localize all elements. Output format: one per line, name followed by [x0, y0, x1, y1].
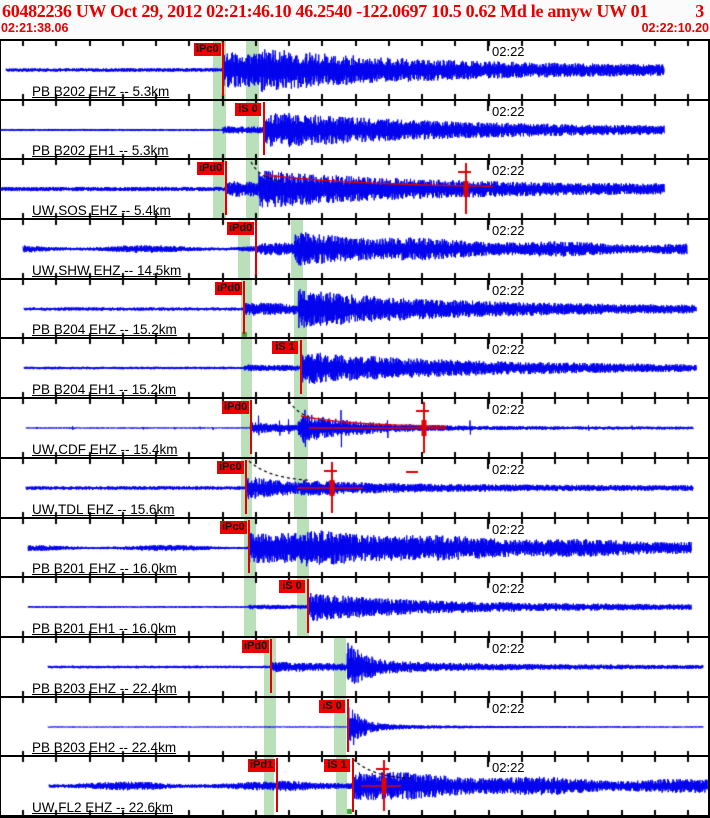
trace-panel-13: iPd1 iS 1 02:22 UW FL2 EHZ -- 22.6km	[1, 755, 708, 818]
trace-panel-1: iPc0 02:22 PB B202 EHZ -- 5.3km	[1, 39, 708, 99]
pick-flag-ipd0[interactable]: iPd0	[197, 162, 225, 176]
trace-panel-11: iPd0 02:22 PB B203 EHZ -- 22.4km	[1, 635, 708, 696]
pick-line-ipd0[interactable]	[255, 221, 257, 275]
seismogram-waveform[interactable]	[1, 279, 708, 338]
pick-line-ipd1[interactable]	[276, 758, 278, 812]
pick-flag-is-0[interactable]: iS 0	[235, 102, 261, 116]
trace-panel-5: iPd0 02:22 PB B204 EHZ -- 15.2km	[1, 277, 708, 338]
station-channel-label: PB B202 EHZ -- 5.3km	[32, 83, 170, 99]
pick-line-ipd0[interactable]	[250, 400, 252, 454]
pick-line-ipc0[interactable]	[248, 519, 250, 574]
minute-tick-label: 02:22	[492, 342, 525, 358]
trace-panel-9: iPc0 02:22 PB B201 EHZ -- 16.0km	[1, 516, 708, 577]
station-channel-label: PB B202 EH1 -- 5.3km	[32, 143, 169, 159]
seismogram-waveform[interactable]	[1, 41, 708, 99]
station-channel-label: UW FL2 EHZ -- 22.6km	[32, 799, 174, 815]
pick-flag-is-0[interactable]: iS 0	[319, 699, 345, 713]
time-window-bar: 02:21:38.06 02:22:10.20	[0, 22, 710, 39]
station-channel-label: PB B203 EHZ -- 22.4km	[32, 680, 177, 696]
pick-flag-is-1[interactable]: iS 1	[272, 341, 298, 355]
pick-line-ipd0[interactable]	[225, 161, 227, 216]
minute-tick-label: 02:22	[492, 163, 525, 179]
trace-panel-3: iPd0 02:22 UW SOS EHZ -- 5.4km	[1, 158, 708, 219]
window-end-time: 02:22:10.20	[641, 21, 709, 35]
trace-panel-6: iS 1 02:22 PB B204 EH1 -- 15.2km	[1, 337, 708, 398]
pick-flag-ipd0[interactable]: iPd0	[222, 401, 250, 415]
seismogram-waveform[interactable]	[1, 399, 708, 457]
minute-tick-label: 02:22	[492, 282, 525, 298]
minute-tick-label: 02:22	[492, 521, 525, 537]
event-title-bar: 60482236 UW Oct 29, 2012 02:21:46.10 46.…	[0, 0, 710, 22]
pick-line-ipd0[interactable]	[243, 280, 245, 335]
station-channel-label: UW CDF EHZ -- 15.4km	[32, 441, 178, 457]
window-start-time: 02:21:38.06	[1, 21, 69, 35]
pick-flag-ipc0[interactable]: iPc0	[220, 520, 247, 534]
minute-tick-label: 02:22	[492, 103, 525, 119]
station-channel-label: PB B203 EH2 -- 22.4km	[32, 740, 177, 756]
station-channel-label: PB B201 EHZ -- 16.0km	[32, 561, 177, 577]
pick-flag-ipd0[interactable]: iPd0	[242, 639, 270, 653]
seismogram-waveform[interactable]	[1, 637, 708, 696]
minute-tick-label: 02:22	[492, 700, 525, 716]
minute-tick-label: 02:22	[492, 223, 525, 239]
event-summary: 60482236 UW Oct 29, 2012 02:21:46.10 46.…	[2, 0, 648, 21]
pick-flag-is-0[interactable]: iS 0	[279, 580, 305, 594]
seismogram-waveform[interactable]	[1, 339, 708, 398]
pick-line-ipc0[interactable]	[222, 42, 224, 96]
minute-tick-label: 02:22	[492, 461, 525, 477]
station-channel-label: UW SHW EHZ -- 14.5km	[32, 262, 182, 278]
seismogram-waveform[interactable]	[1, 160, 708, 219]
pick-line-is-1[interactable]	[352, 758, 354, 812]
pick-flag-ipc0[interactable]: iPc0	[194, 43, 221, 56]
station-channel-label: PB B204 EH1 -- 15.2km	[32, 382, 177, 398]
pick-line-is-1[interactable]	[300, 340, 302, 395]
minute-tick-label: 02:22	[492, 760, 525, 776]
pick-line-is-0[interactable]	[263, 101, 265, 156]
pick-line-is-0[interactable]	[307, 579, 309, 633]
station-channel-label: UW TDL EHZ -- 15.6km	[32, 501, 175, 517]
trace-panel-7: iPd0 02:22 UW CDF EHZ -- 15.4km	[1, 397, 708, 457]
seismogram-waveform[interactable]	[1, 458, 708, 517]
pick-line-is-0[interactable]	[347, 698, 349, 753]
pick-flag-ipd1[interactable]: iPd1	[248, 759, 276, 773]
trace-panel-2: iS 0 02:22 PB B202 EH1 -- 5.3km	[1, 98, 708, 159]
pick-flag-ipc0[interactable]: iPc0	[217, 460, 244, 474]
pick-flag-ipd0[interactable]: iPd0	[227, 222, 255, 236]
seismogram-waveform[interactable]	[1, 518, 708, 577]
trace-panel-8: iPc0 02:22 UW TDL EHZ -- 15.6km	[1, 456, 708, 517]
seismogram-waveform[interactable]	[1, 100, 708, 159]
seismogram-waveform[interactable]	[1, 220, 708, 278]
minute-tick-label: 02:22	[492, 402, 525, 418]
station-channel-label: PB B201 EH1 -- 16.0km	[32, 620, 177, 636]
trace-panel-4: iPd0 02:22 UW SHW EHZ -- 14.5km	[1, 218, 708, 278]
minute-tick-label: 02:22	[492, 581, 525, 597]
pick-line-ipc0[interactable]	[245, 459, 247, 514]
pick-line-ipd0[interactable]	[270, 638, 272, 693]
station-channel-label: UW SOS EHZ -- 5.4km	[32, 203, 171, 219]
seismogram-waveform[interactable]	[1, 578, 708, 636]
trace-panel-10: iS 0 02:22 PB B201 EH1 -- 16.0km	[1, 576, 708, 636]
minute-tick-label: 02:22	[492, 44, 525, 59]
station-channel-label: PB B204 EHZ -- 15.2km	[32, 322, 177, 338]
event-flag-count: 3	[695, 0, 704, 21]
seismogram-waveform[interactable]	[1, 757, 708, 815]
pick-flag-ipd0[interactable]: iPd0	[215, 281, 243, 295]
pick-flag-is-1[interactable]: iS 1	[324, 759, 350, 773]
minute-tick-label: 02:22	[492, 640, 525, 656]
trace-panel-12: iS 0 02:22 PB B203 EH2 -- 22.4km	[1, 695, 708, 756]
seismogram-waveform[interactable]	[1, 697, 708, 756]
trace-panel-stack: iPc0 02:22 PB B202 EHZ -- 5.3km iS 0 02:22 PB…	[0, 39, 710, 818]
